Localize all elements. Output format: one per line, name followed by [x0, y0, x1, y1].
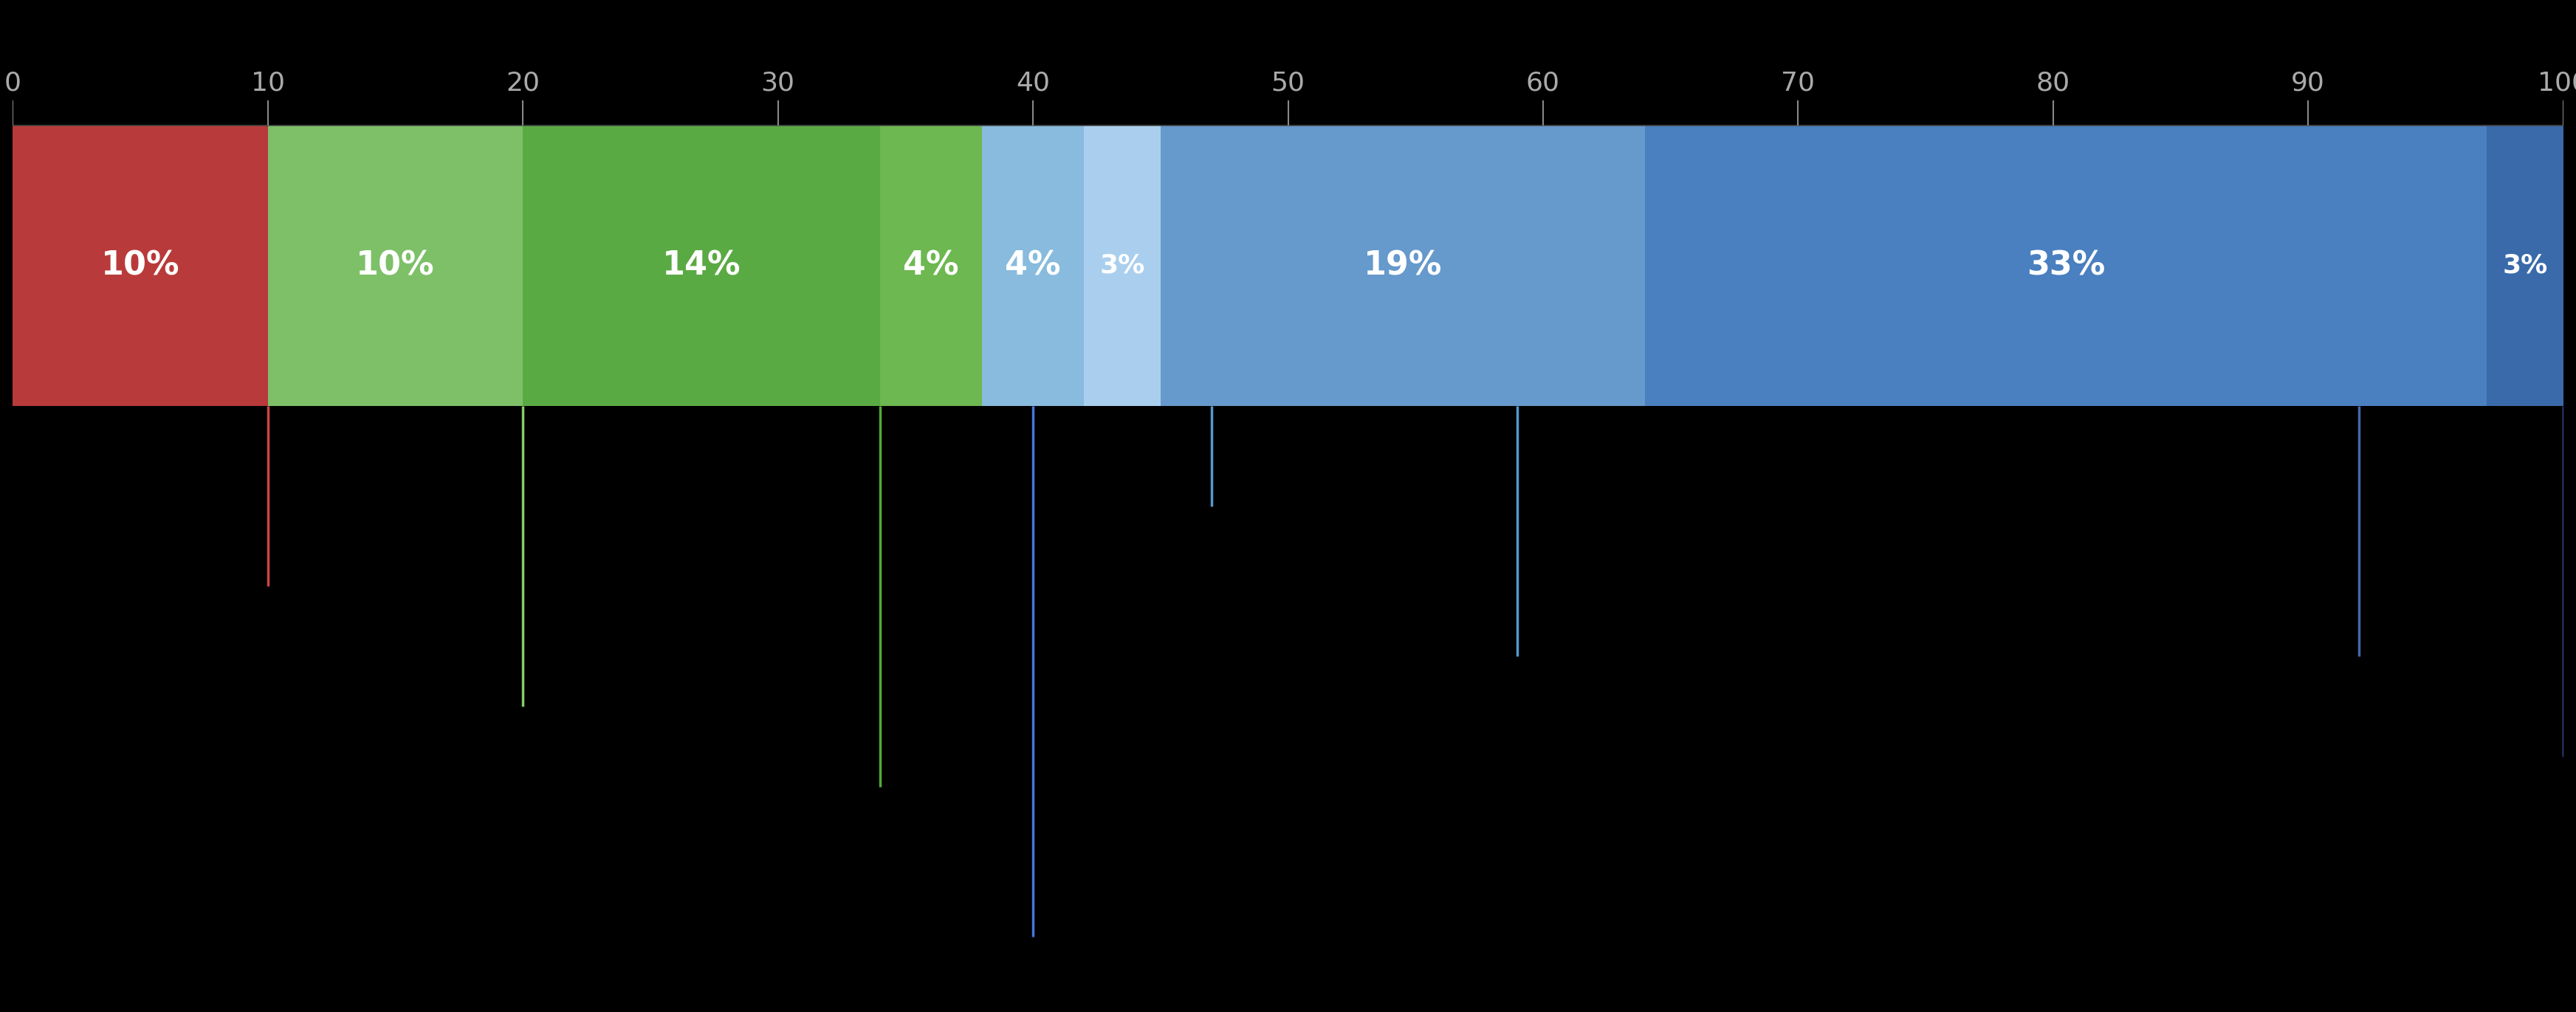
Text: 100: 100: [2537, 70, 2576, 95]
Bar: [2486, 125, 2563, 406]
Text: 10%: 10%: [355, 250, 435, 281]
Bar: [1084, 125, 1159, 406]
Text: 4%: 4%: [1005, 250, 1061, 281]
Text: 14%: 14%: [662, 250, 742, 281]
Text: 20: 20: [505, 70, 541, 95]
Text: 60: 60: [1525, 70, 1561, 95]
Text: 19%: 19%: [1363, 250, 1443, 281]
Text: 33%: 33%: [2027, 250, 2105, 281]
Text: 10%: 10%: [100, 250, 180, 281]
Bar: [523, 125, 881, 406]
Text: 40: 40: [1015, 70, 1051, 95]
Text: 90: 90: [2290, 70, 2326, 95]
Text: 70: 70: [1780, 70, 1816, 95]
Bar: [881, 125, 981, 406]
Text: 3%: 3%: [2501, 253, 2548, 278]
Text: 50: 50: [1270, 70, 1306, 95]
Text: 3%: 3%: [1100, 253, 1144, 278]
Bar: [13, 125, 268, 406]
Text: 30: 30: [760, 70, 796, 95]
Bar: [981, 125, 1084, 406]
Text: 10: 10: [250, 70, 286, 95]
Text: 4%: 4%: [904, 250, 958, 281]
Text: 80: 80: [2035, 70, 2071, 95]
Text: 0: 0: [5, 70, 21, 95]
Bar: [1646, 125, 2486, 406]
Bar: [1159, 125, 1646, 406]
Bar: [268, 125, 523, 406]
